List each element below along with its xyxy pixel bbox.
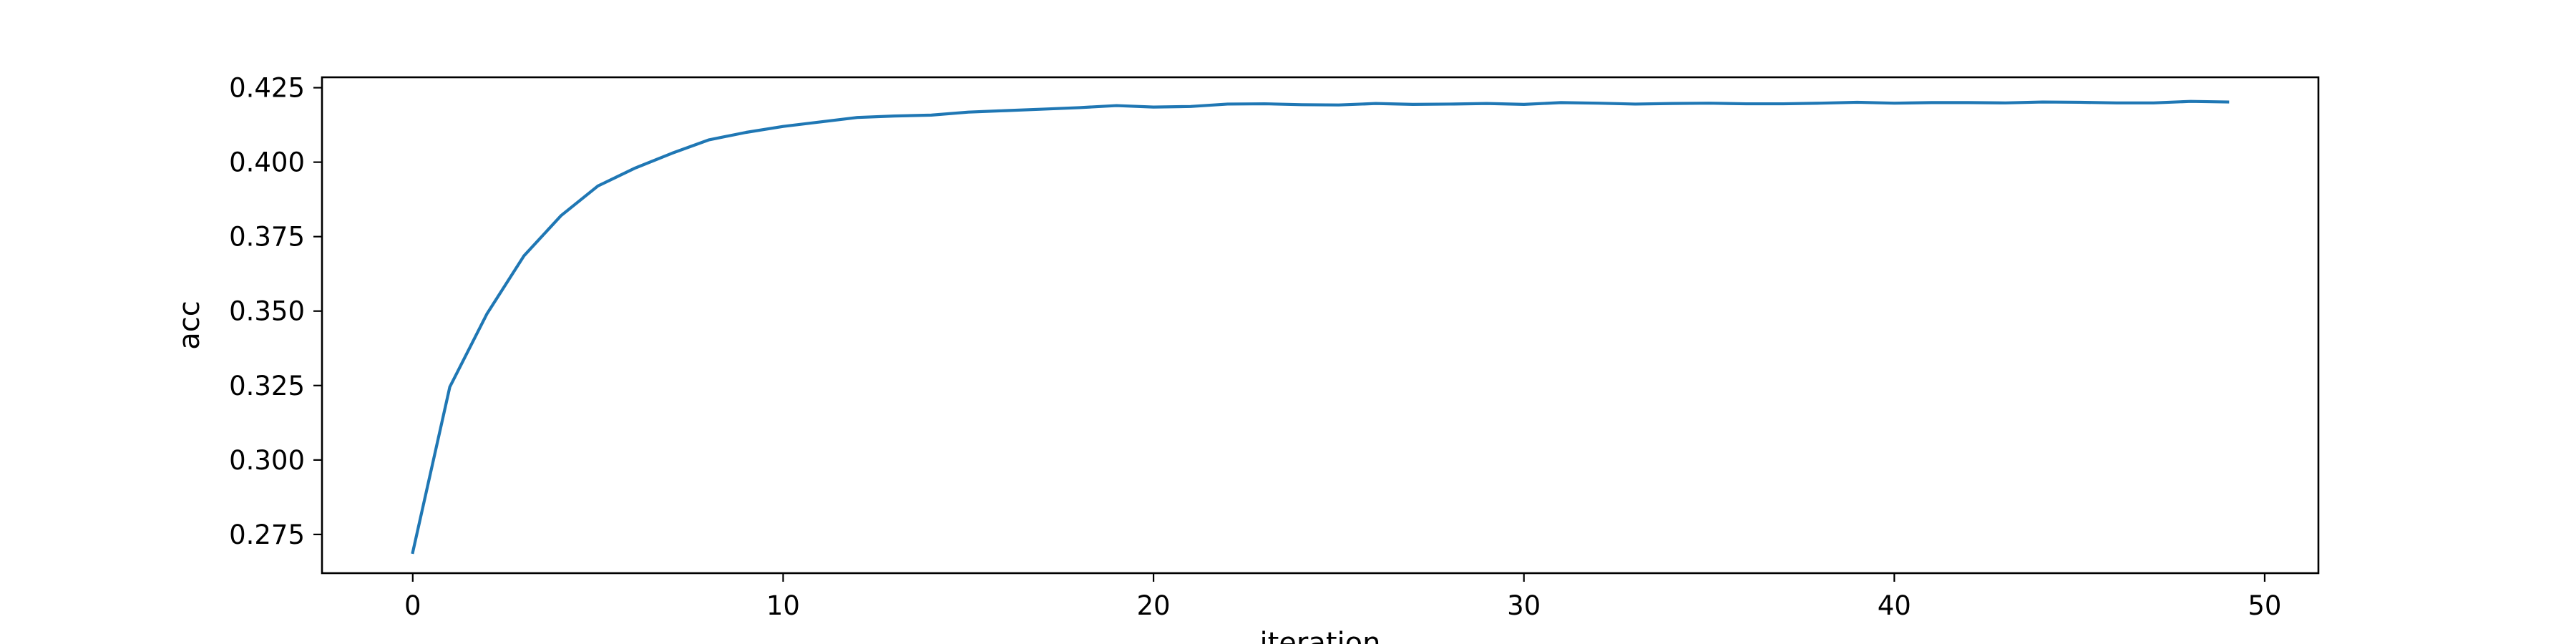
x-tick-label: 20 (1137, 590, 1171, 621)
series-layer (411, 99, 2230, 555)
x-tick-label: 10 (766, 590, 800, 621)
y-tick-label: 0.400 (229, 147, 305, 178)
x-axis-label: iteration (1260, 627, 1381, 644)
y-tick-label: 0.375 (229, 222, 305, 253)
x-tick-label: 0 (404, 590, 421, 621)
x-tick-label: 50 (2248, 590, 2281, 621)
y-tick-label: 0.275 (229, 519, 305, 550)
plot-frame (321, 76, 2320, 575)
y-tick-label: 0.325 (229, 371, 305, 401)
y-tick-label: 0.300 (229, 445, 305, 476)
x-tick-label: 40 (1878, 590, 1911, 621)
x-axis-ticks: 0 10 20 30 40 50 (404, 573, 2281, 621)
y-axis-ticks: 0.275 0.300 0.325 0.350 0.375 0.400 0.425 (229, 73, 322, 550)
y-tick-label: 0.425 (229, 73, 305, 104)
series-line-acc (411, 99, 2230, 555)
y-tick-label: 0.350 (229, 296, 305, 327)
y-axis-label: acc (173, 301, 206, 350)
x-tick-label: 30 (1507, 590, 1541, 621)
